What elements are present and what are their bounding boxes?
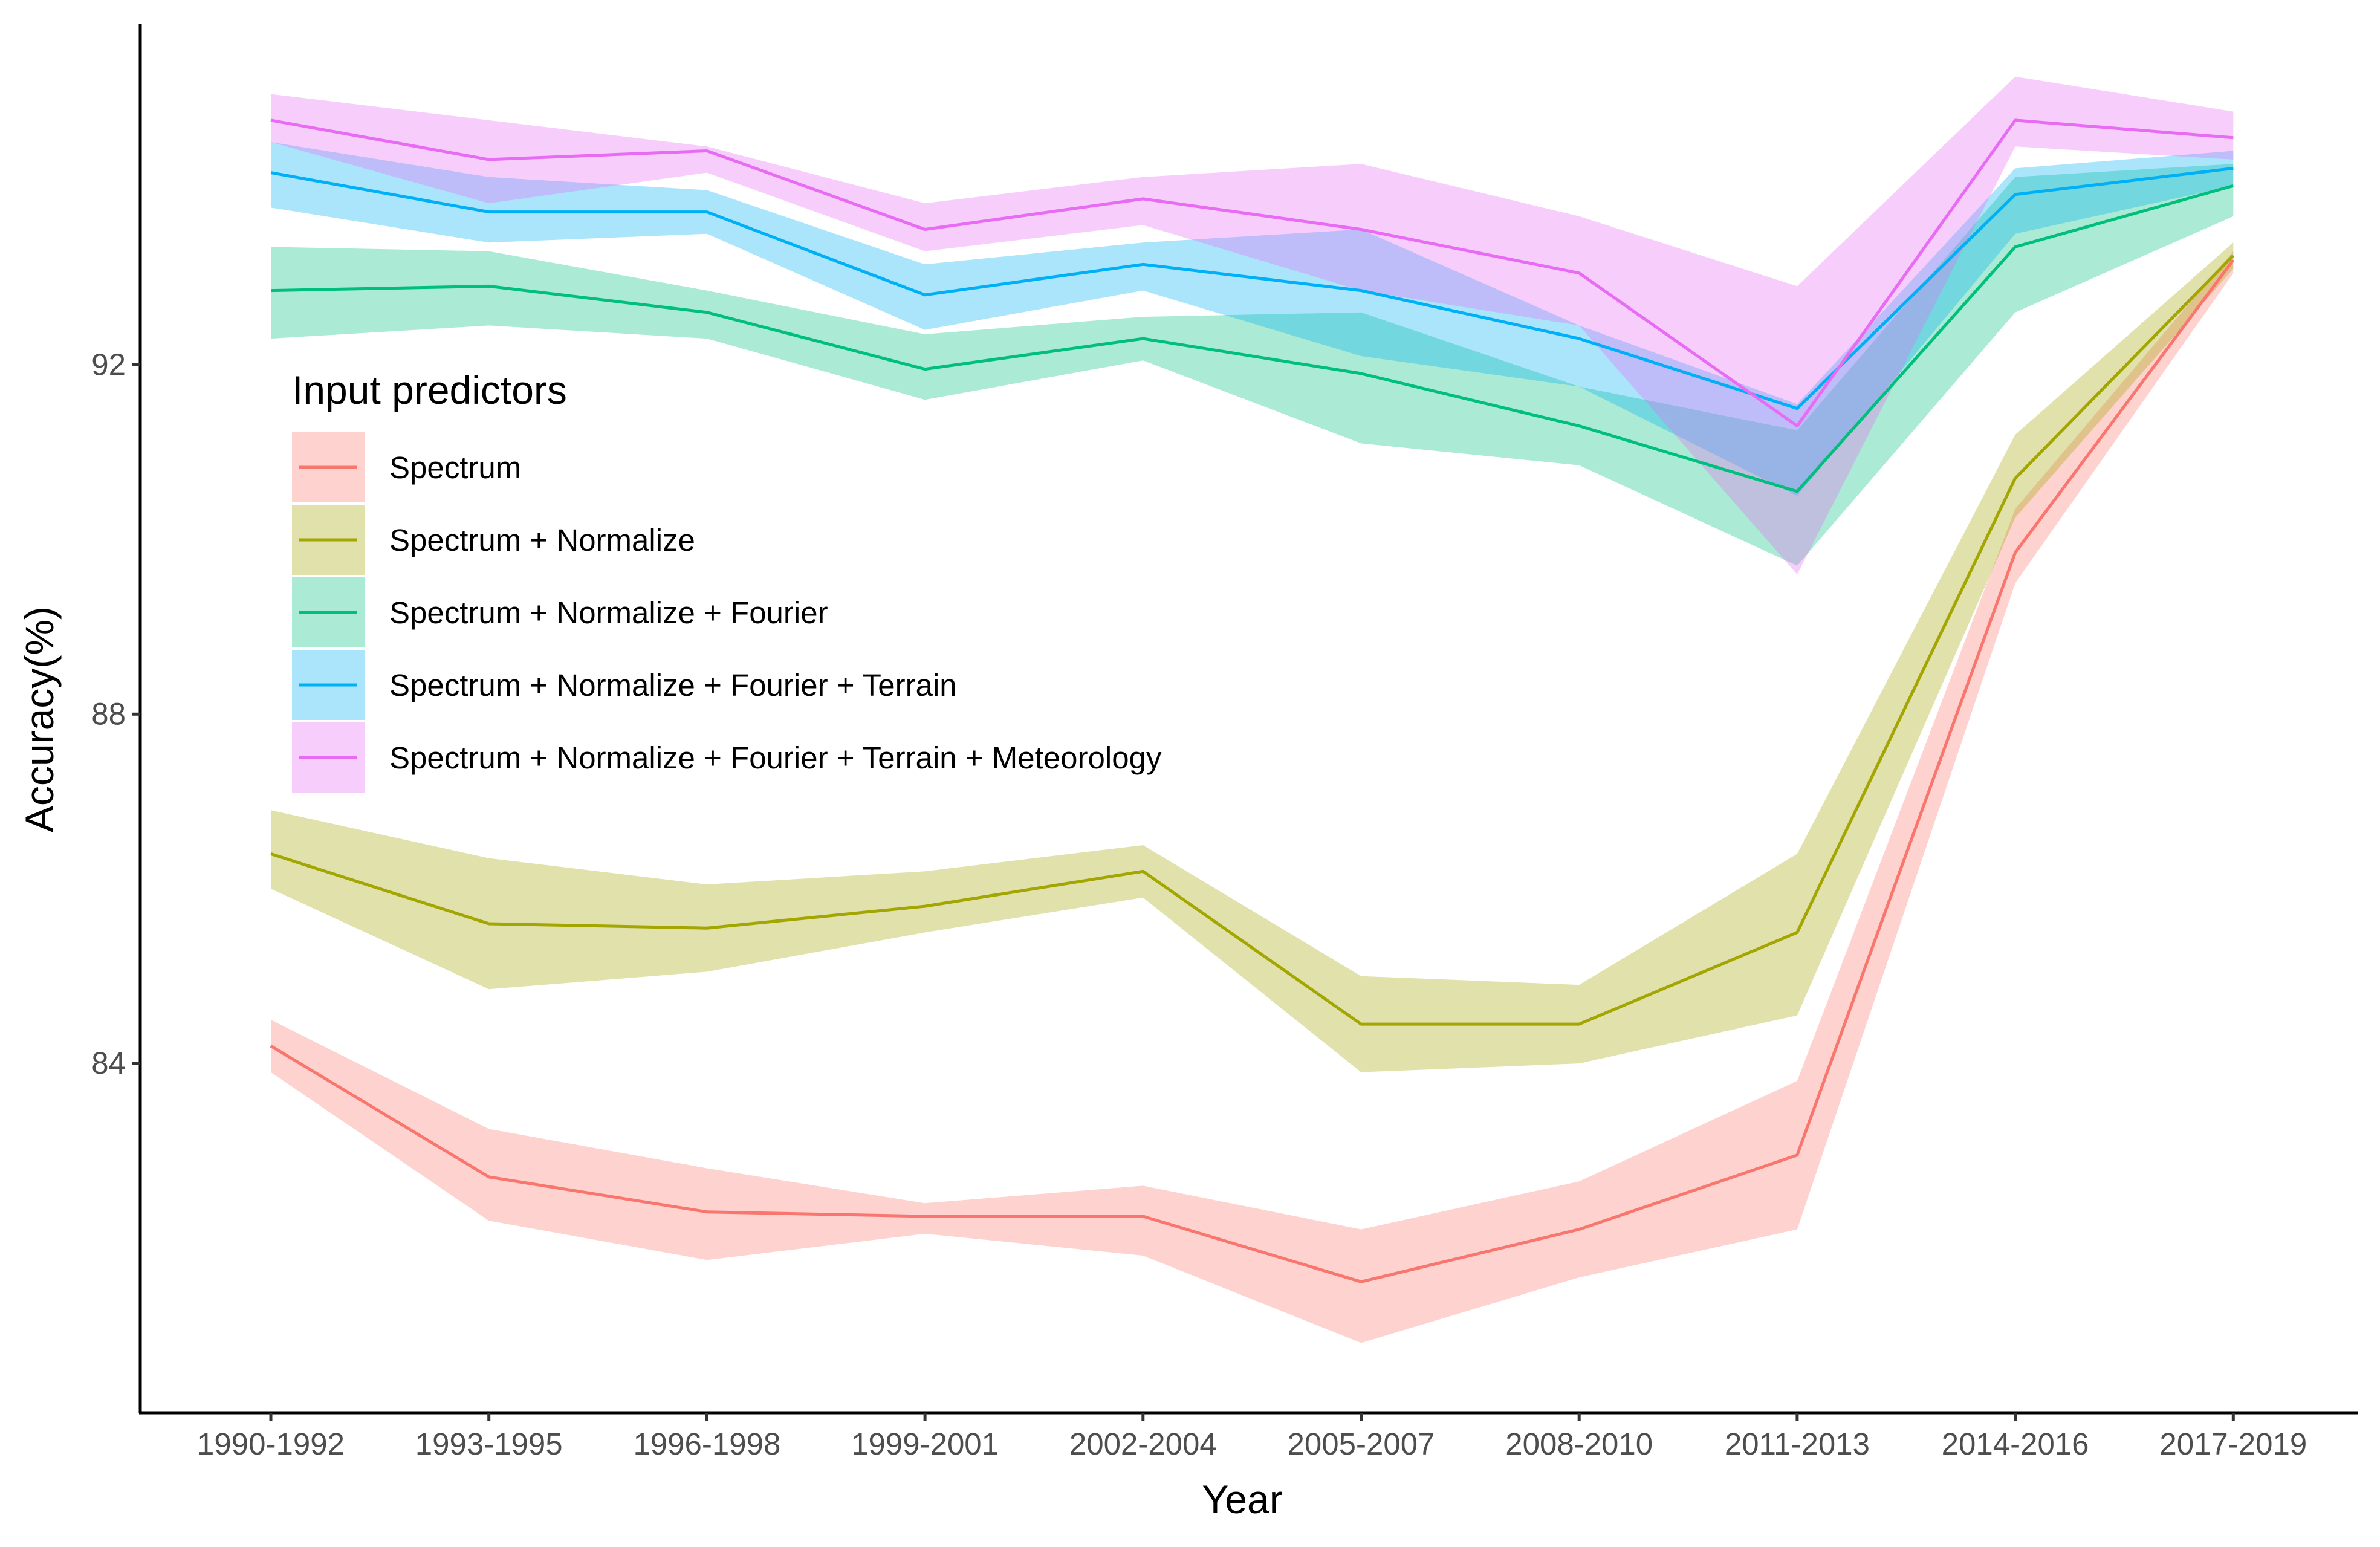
x-tick-label: 1996-1998 xyxy=(633,1427,780,1461)
x-tick-label: 2017-2019 xyxy=(2159,1427,2307,1461)
legend-label: Spectrum + Normalize + Fourier + Terrain… xyxy=(389,741,1162,775)
series-line-5 xyxy=(270,118,2234,427)
confidence-band-series-5 xyxy=(271,76,2234,575)
legend-label: Spectrum + Normalize xyxy=(389,523,695,557)
legend: Input predictors Spectrum Spectrum + Norma… xyxy=(292,368,1162,793)
confidence-band-series-3 xyxy=(271,164,2234,566)
series-lines xyxy=(270,118,2235,1283)
y-axis-title: Accuracy(%) xyxy=(17,606,62,832)
legend-label: Spectrum + Normalize + Fourier + Terrain xyxy=(389,668,957,702)
x-tick-label: 1993-1995 xyxy=(415,1427,563,1461)
x-tick-label: 2008-2010 xyxy=(1505,1427,1653,1461)
series-line-4 xyxy=(270,166,2234,410)
x-tick-label: 2011-2013 xyxy=(1725,1427,1870,1461)
x-tick-label: 2002-2004 xyxy=(1069,1427,1217,1461)
x-tick-label: 1990-1992 xyxy=(197,1427,345,1461)
x-axis-title: Year xyxy=(1202,1477,1282,1522)
legend-title: Input predictors xyxy=(292,368,567,412)
x-tick-label: 2014-2016 xyxy=(1942,1427,2089,1461)
axes: 84 88 92 1990-1992 1993-1995 1996-1998 1999-20… xyxy=(91,24,2358,1461)
x-tick-label: 1999-2001 xyxy=(851,1427,999,1461)
legend-label: Spectrum + Normalize + Fourier xyxy=(389,595,828,630)
confidence-bands xyxy=(271,76,2234,1343)
series-line-1 xyxy=(270,259,2235,1283)
y-tick-label: 84 xyxy=(91,1046,126,1080)
series-line-3 xyxy=(270,184,2234,493)
legend-label: Spectrum xyxy=(389,450,521,485)
x-tick-label: 2005-2007 xyxy=(1288,1427,1435,1461)
series-line-2 xyxy=(270,255,2235,1026)
confidence-band-series-4 xyxy=(271,142,2234,496)
y-tick-label: 88 xyxy=(91,696,126,731)
y-tick-label: 92 xyxy=(91,347,126,381)
